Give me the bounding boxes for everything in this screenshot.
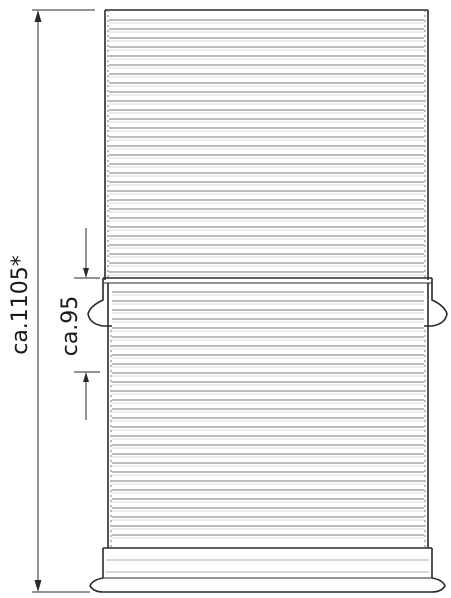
arrowhead-down-icon [83,268,89,278]
arrowhead-down-icon [34,580,42,592]
left-seal-lip [87,278,112,327]
bottom-socket [89,547,446,593]
total-length-label: ca.1105* [8,255,33,355]
joint-coupling [87,277,448,327]
right-seal-lip [424,278,448,327]
arrowhead-up-icon [34,10,42,22]
overlap-label: ca.95 [58,296,83,357]
upper-pipe-section [104,9,429,280]
overlap-dimension: ca.95 [58,228,100,420]
arrowhead-up-icon [83,372,89,382]
total-length-dimension: ca.1105* [8,9,95,593]
lower-section-ribs [112,291,424,539]
upper-section-ribs [109,19,424,276]
lower-pipe-section [107,283,429,548]
